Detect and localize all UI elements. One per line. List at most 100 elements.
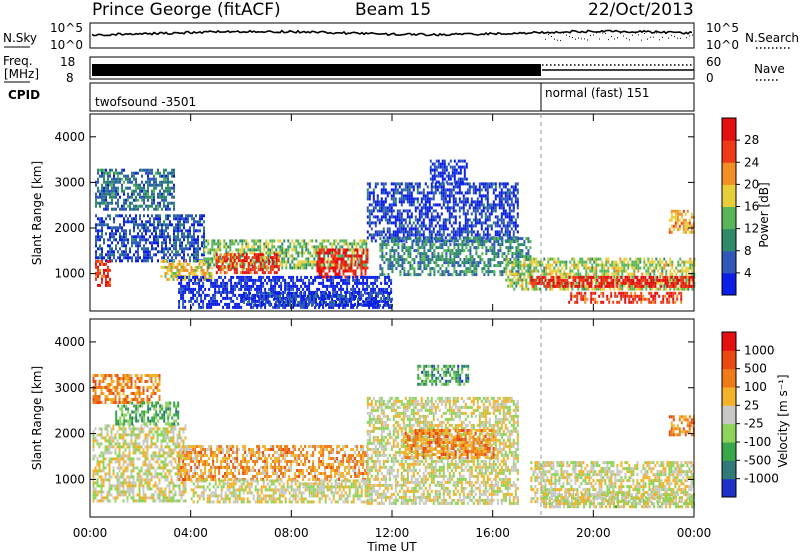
heatmap-cell — [99, 229, 101, 232]
heatmap-cell — [429, 206, 431, 209]
heatmap-cell — [453, 264, 455, 267]
heatmap-cell — [198, 282, 200, 285]
heatmap-cell — [208, 306, 210, 309]
heatmap-cell — [461, 243, 463, 246]
heatmap-cell — [123, 199, 125, 202]
heatmap-cell — [137, 241, 139, 244]
heatmap-cell — [615, 264, 617, 267]
heatmap-cell — [425, 203, 427, 206]
heatmap-cell — [467, 224, 469, 227]
heatmap-cell — [397, 191, 399, 194]
heatmap-cell — [179, 247, 181, 250]
heatmap-cell — [689, 258, 691, 261]
heatmap-cell — [578, 276, 580, 279]
heatmap-cell — [511, 197, 513, 200]
heatmap-cell — [155, 226, 157, 229]
heatmap-cell — [441, 191, 443, 194]
heatmap-cell — [513, 215, 515, 218]
heatmap-cell — [407, 209, 409, 212]
heatmap-cell — [559, 270, 561, 273]
heatmap-cell — [563, 273, 565, 276]
heatmap-cell — [419, 264, 421, 267]
heatmap-cell — [259, 239, 261, 242]
heatmap-cell — [165, 223, 167, 226]
heatmap-cell — [266, 265, 268, 268]
heatmap-cell — [101, 199, 103, 202]
heatmap-cell — [345, 255, 347, 258]
heatmap-cell — [441, 188, 443, 191]
heatmap-cell — [517, 212, 519, 215]
heatmap-cell — [489, 240, 491, 243]
heatmap-cell — [509, 209, 511, 212]
heatmap-cell — [181, 232, 183, 235]
heatmap-cell — [161, 250, 163, 253]
heatmap-cell — [173, 175, 175, 178]
heatmap-cell — [103, 208, 105, 211]
heatmap-cell — [477, 264, 479, 267]
heatmap-cell — [339, 258, 341, 261]
heatmap-cell — [322, 306, 324, 309]
heatmap-cell — [379, 206, 381, 209]
heatmap-cell — [449, 221, 451, 224]
heatmap-cell — [465, 267, 467, 270]
heatmap-cell — [163, 241, 165, 244]
heatmap-cell — [306, 276, 308, 279]
heatmap-cell — [615, 273, 617, 276]
heatmap-cell — [143, 256, 145, 259]
heatmap-cell — [101, 232, 103, 235]
heatmap-cell — [659, 258, 661, 261]
noise-search-dot — [665, 33, 666, 34]
heatmap-cell — [137, 259, 139, 262]
heatmap-cell — [365, 239, 367, 242]
heatmap-cell — [529, 246, 531, 249]
heatmap-cell — [467, 233, 469, 236]
heatmap-cell — [338, 282, 340, 285]
heatmap-cell — [419, 209, 421, 212]
heatmap-cell — [535, 285, 537, 288]
heatmap-cell — [458, 172, 460, 175]
heatmap-cell — [467, 267, 469, 270]
heatmap-cell — [487, 188, 489, 191]
heatmap-cell — [509, 273, 511, 276]
heatmap-cell — [326, 285, 328, 288]
heatmap-cell — [242, 265, 244, 268]
heatmap-cell — [519, 252, 521, 255]
heatmap-cell — [491, 203, 493, 206]
heatmap-cell — [270, 268, 272, 271]
heatmap-cell — [119, 238, 121, 241]
heatmap-cell — [565, 267, 567, 270]
heatmap-cell — [183, 263, 185, 266]
heatmap-cell — [459, 249, 461, 252]
heatmap-cell — [335, 239, 337, 242]
heatmap-cell — [645, 273, 647, 276]
heatmap-cell — [419, 233, 421, 236]
heatmap-cell — [193, 244, 195, 247]
heatmap-cell — [442, 160, 444, 163]
heatmap-cell — [659, 267, 661, 270]
heatmap-cell — [433, 267, 435, 270]
heatmap-cell — [289, 254, 291, 257]
heatmap-cell — [531, 264, 533, 267]
heatmap-cell — [99, 220, 101, 223]
heatmap-cell — [411, 230, 413, 233]
heatmap-cell — [295, 251, 297, 254]
heatmap-cell — [177, 214, 179, 217]
heatmap-cell — [393, 221, 395, 224]
heatmap-cell — [362, 294, 364, 297]
heatmap-cell — [393, 237, 395, 240]
heatmap-cell — [188, 279, 190, 282]
heatmap-cell — [467, 218, 469, 221]
heatmap-cell — [115, 193, 117, 196]
heatmap-cell — [232, 262, 234, 265]
heatmap-cell — [388, 276, 390, 279]
heatmap-cell — [339, 252, 341, 255]
heatmap-cell — [631, 267, 633, 270]
heatmap-cell — [436, 169, 438, 172]
heatmap-cell — [153, 202, 155, 205]
heatmap-cell — [403, 252, 405, 255]
heatmap-cell — [299, 245, 301, 248]
heatmap-cell — [395, 230, 397, 233]
heatmap-cell — [509, 215, 511, 218]
heatmap-cell — [218, 256, 220, 259]
heatmap-cell — [375, 203, 377, 206]
